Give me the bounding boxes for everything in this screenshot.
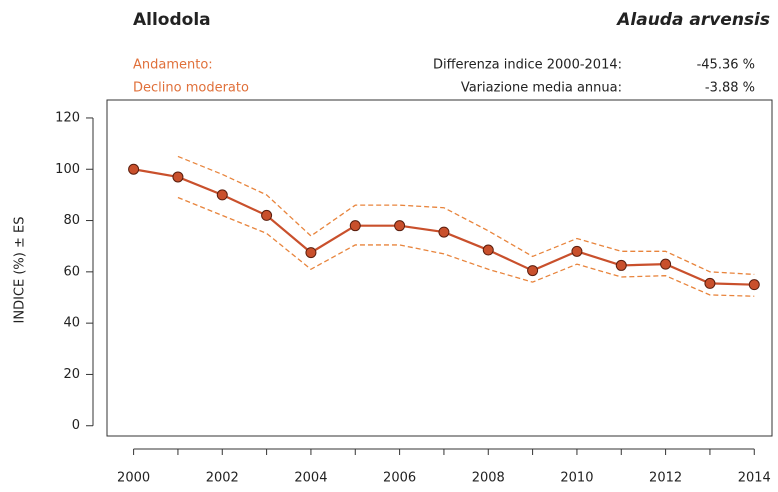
x-tick-label: 2002 bbox=[206, 471, 239, 486]
x-tick-label: 2012 bbox=[649, 471, 682, 486]
y-tick-label: 120 bbox=[55, 110, 80, 125]
stat-value: -45.36 % bbox=[697, 58, 755, 73]
data-point bbox=[128, 163, 140, 175]
error-line bbox=[177, 196, 755, 297]
x-tick-label: 2004 bbox=[294, 471, 327, 486]
x-tick-label: 2000 bbox=[117, 471, 150, 486]
y-tick-label: 60 bbox=[63, 264, 80, 279]
data-point bbox=[704, 277, 716, 289]
y-tick-label: 0 bbox=[72, 418, 80, 433]
data-point bbox=[527, 265, 539, 277]
data-point bbox=[660, 258, 672, 270]
trend-value: Declino moderato bbox=[133, 81, 249, 96]
y-tick-label: 20 bbox=[63, 367, 80, 382]
x-tick-label: 2014 bbox=[738, 471, 771, 486]
stat-label: Differenza indice 2000-2014: bbox=[433, 58, 622, 73]
stat-label: Variazione media annua: bbox=[461, 81, 622, 96]
stat-value: -3.88 % bbox=[705, 81, 755, 96]
data-point bbox=[216, 189, 228, 201]
data-point bbox=[172, 171, 184, 183]
data-point bbox=[748, 279, 760, 291]
trend-label: Andamento: bbox=[133, 58, 213, 73]
x-tick-label: 2008 bbox=[472, 471, 505, 486]
data-point bbox=[349, 220, 361, 232]
y-axis-label: INDICE (%) ± ES bbox=[13, 217, 28, 324]
y-tick-label: 100 bbox=[55, 162, 80, 177]
data-point bbox=[615, 259, 627, 271]
y-tick-label: 40 bbox=[63, 316, 80, 331]
data-point bbox=[305, 247, 317, 259]
x-tick-label: 2010 bbox=[560, 471, 593, 486]
plot-frame bbox=[106, 99, 773, 437]
x-tick-label: 2006 bbox=[383, 471, 416, 486]
data-point bbox=[261, 209, 273, 221]
y-tick-label: 80 bbox=[63, 213, 80, 228]
error-line bbox=[177, 155, 755, 276]
data-point bbox=[394, 220, 406, 232]
data-point bbox=[571, 245, 583, 257]
data-point bbox=[438, 226, 450, 238]
chart-subtitle: Alauda arvensis bbox=[615, 10, 770, 30]
chart-title: Allodola bbox=[133, 10, 211, 30]
data-point bbox=[482, 244, 494, 256]
